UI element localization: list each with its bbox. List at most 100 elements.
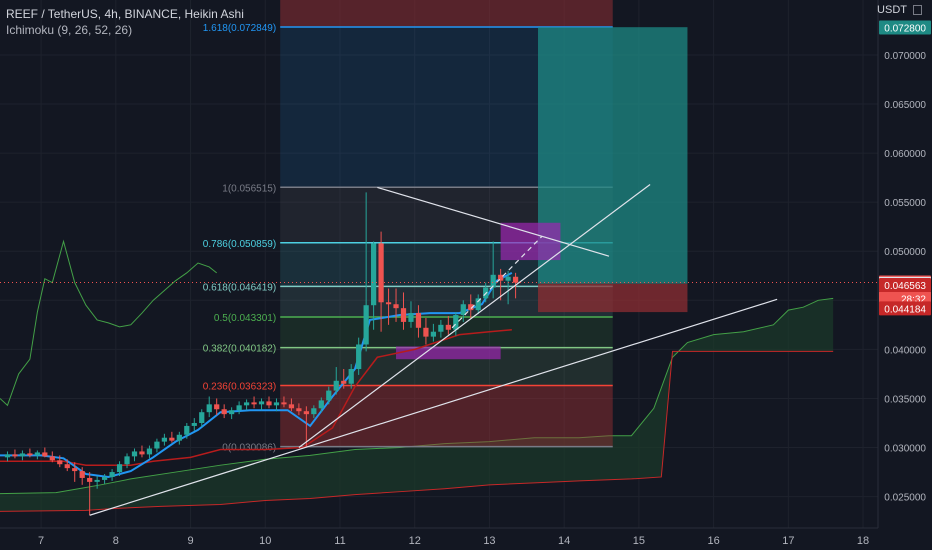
candle-body <box>64 464 70 469</box>
symbol-title[interactable]: REEF / TetherUS, 4h, BINANCE, Heikin Ash… <box>6 7 244 21</box>
candle-body <box>154 441 160 449</box>
candle-body <box>229 410 235 415</box>
candle-body <box>430 331 437 337</box>
fib-level-label: 0.5(0.043301) <box>214 313 276 324</box>
trend-line <box>298 184 651 449</box>
candle-body <box>139 451 145 455</box>
candle-body <box>296 408 302 412</box>
time-axis-bg <box>0 528 932 550</box>
candle-body <box>57 460 63 465</box>
time-tick-label: 18 <box>857 535 869 547</box>
time-tick-label: 12 <box>409 535 421 547</box>
time-tick-label: 15 <box>633 535 645 547</box>
candle-body <box>184 425 190 435</box>
price-tick-label: 0.030000 <box>884 444 926 455</box>
candle-body <box>385 302 392 305</box>
candle-body <box>49 456 55 461</box>
candle-body <box>423 327 429 337</box>
highlight-zone <box>500 222 561 261</box>
candle-body <box>363 305 369 345</box>
candle-body <box>101 476 108 480</box>
candle-body <box>303 411 309 415</box>
candle-body <box>221 409 227 415</box>
fib-lower-band <box>280 385 613 447</box>
candle-body <box>27 453 33 456</box>
candle-body <box>87 477 93 482</box>
candle-body <box>415 313 422 328</box>
time-tick-label: 10 <box>259 535 271 547</box>
candle-body <box>34 452 40 456</box>
price-tick-label: 0.070000 <box>884 51 926 62</box>
candle-body <box>214 404 220 410</box>
price-tick-label: 0.060000 <box>884 149 926 160</box>
fib-band <box>280 385 613 447</box>
candle-body <box>206 404 212 413</box>
fib-level-label: 0.382(0.040182) <box>203 344 276 355</box>
candle-body <box>378 243 384 303</box>
candle-body <box>475 298 481 311</box>
cloud-span-a-line <box>0 297 834 495</box>
candle-body <box>161 437 168 442</box>
price-label-text: 28:32 <box>901 294 926 305</box>
currency-label: USDT <box>877 4 907 16</box>
candle-body <box>124 456 130 465</box>
candle-body <box>438 324 444 332</box>
candle-body <box>266 401 272 406</box>
candle-body <box>505 276 511 281</box>
candle-body <box>251 402 257 405</box>
price-axis-bg <box>878 0 932 550</box>
candle-body <box>273 402 280 406</box>
candle-body <box>199 412 205 423</box>
fib-level-label: 1(0.056515) <box>222 183 276 194</box>
candle-body <box>490 274 496 288</box>
fib-level-label: 0.786(0.050859) <box>203 239 276 250</box>
candle-body <box>146 448 153 455</box>
candle-body <box>42 452 48 457</box>
chart-legend: REEF / TetherUS, 4h, BINANCE, Heikin Ash… <box>6 6 244 38</box>
highlight-zone <box>396 346 501 360</box>
fib-top-band <box>280 0 613 27</box>
position-stop-zone <box>538 283 688 313</box>
currency-selector[interactable]: USDT <box>877 4 922 16</box>
trend-line <box>89 298 778 516</box>
candle-body <box>512 276 519 283</box>
candle-body <box>468 304 474 311</box>
candle-body <box>131 451 138 457</box>
price-label-box <box>879 20 931 35</box>
candle-body <box>460 304 466 316</box>
currency-dropdown-icon <box>913 5 922 16</box>
price-tick-label: 0.050000 <box>884 247 926 258</box>
candle-body <box>311 408 317 415</box>
price-tick-label: 0.040000 <box>884 345 926 356</box>
candle-body <box>288 404 295 409</box>
candle-body <box>4 454 11 458</box>
candle-body <box>281 402 287 405</box>
time-tick-label: 13 <box>483 535 495 547</box>
candle-body <box>408 313 414 322</box>
price-label-text: 0.046563 <box>884 281 926 292</box>
price-label-box <box>879 301 931 316</box>
candle-body <box>191 422 197 426</box>
trend-line <box>377 186 610 257</box>
candle-body <box>348 369 354 384</box>
candle-body <box>169 437 175 441</box>
price-label-box <box>879 277 931 292</box>
time-tick-label: 8 <box>113 535 119 547</box>
candle-body <box>445 324 451 330</box>
candle-body <box>72 468 78 472</box>
candle-body <box>19 453 26 457</box>
price-label-text: 0.072800 <box>884 23 926 34</box>
candle-body <box>12 454 18 457</box>
candle-body <box>116 464 123 473</box>
cloud-span-b-line <box>0 350 834 512</box>
candle-body <box>371 243 377 306</box>
fib-level-label: 0.236(0.036323) <box>203 381 276 392</box>
fib-level-label: 0.618(0.046419) <box>203 282 276 293</box>
candle-body <box>109 472 115 477</box>
time-tick-label: 16 <box>707 535 719 547</box>
plot-layer: 1.618(0.072849) 1(0.056515) 0.786(0.050859… <box>0 0 878 528</box>
indicator-label[interactable]: Ichimoku (9, 26, 52, 26) <box>6 23 133 37</box>
candle-body <box>176 434 182 441</box>
